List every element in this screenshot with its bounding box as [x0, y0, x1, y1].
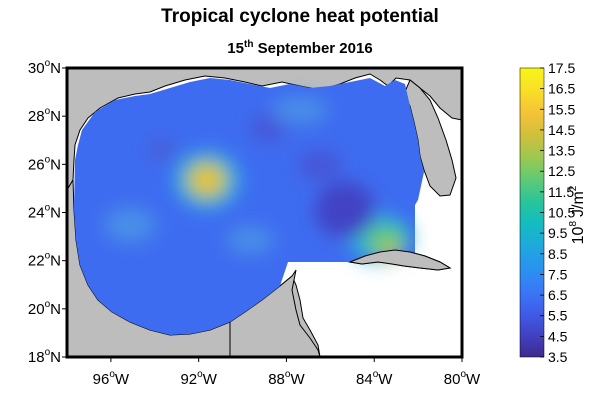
colorbar-tick-label: 8.5 — [548, 246, 568, 262]
lat-degree-symbol: o — [45, 106, 51, 117]
lon-label: 84oW — [356, 369, 393, 388]
lat-label: 22oN — [28, 251, 61, 270]
cuba-island — [348, 249, 452, 271]
lat-degree-symbol: o — [45, 347, 51, 358]
colorbar-tick-label: 7.5 — [548, 266, 568, 282]
colorbar-tick-label: 17.5 — [548, 60, 575, 76]
colorbar-label-exp1: 8 — [568, 221, 579, 227]
lat-value: 18 — [28, 349, 45, 366]
colorbar-tick-label: 13.5 — [548, 143, 575, 159]
lon-hemisphere: W — [203, 371, 218, 388]
lat-degree-symbol: o — [45, 299, 51, 310]
lon-degree-symbol: o — [285, 369, 291, 380]
lat-hemisphere: N — [50, 349, 61, 366]
longitude-axis: 96oW 92oW 88oW 84oW 80oW — [93, 357, 481, 388]
lat-degree-symbol: o — [45, 251, 51, 262]
chart-subtitle: 15th September 2016 — [0, 39, 600, 57]
lon-degree-symbol: o — [109, 369, 115, 380]
colorbar-label: 108 J/m2 — [568, 185, 587, 244]
subtitle-day: 15 — [227, 40, 244, 57]
lat-degree-symbol: o — [45, 203, 51, 214]
lat-hemisphere: N — [50, 156, 61, 173]
lat-label: 26oN — [28, 154, 61, 173]
lat-label: 20oN — [28, 299, 61, 318]
lat-label: 30oN — [28, 58, 61, 77]
lat-degree-symbol: o — [45, 58, 51, 69]
lon-value: 88 — [268, 371, 285, 388]
lon-hemisphere: W — [115, 371, 130, 388]
lon-degree-symbol: o — [373, 369, 379, 380]
chart-title: Tropical cyclone heat potential — [161, 6, 439, 27]
lon-hemisphere: W — [290, 371, 305, 388]
lat-value: 20 — [28, 301, 45, 318]
lat-hemisphere: N — [50, 253, 61, 270]
lon-value: 84 — [356, 371, 373, 388]
lat-hemisphere: N — [50, 60, 61, 77]
colorbar-label-exp2: 2 — [568, 185, 579, 191]
colorbar-tick-label: 11.5 — [548, 184, 574, 200]
lat-value: 22 — [28, 253, 45, 270]
lat-value: 26 — [28, 156, 45, 173]
subtitle-month-year: September 2016 — [257, 40, 373, 57]
lon-hemisphere: W — [378, 371, 393, 388]
lat-degree-symbol: o — [45, 154, 51, 165]
lat-label: 18oN — [28, 347, 61, 366]
colorbar-tick-label: 5.5 — [548, 308, 568, 324]
colorbar-tick-label: 10.5 — [548, 205, 575, 221]
lon-value: 92 — [180, 371, 197, 388]
lon-label: 80oW — [444, 369, 481, 388]
colorbar-tick-label: 16.5 — [548, 81, 575, 97]
lon-value: 80 — [444, 371, 461, 388]
map-panel — [67, 68, 462, 357]
colorbar-tick-label: 4.5 — [548, 328, 568, 344]
lat-hemisphere: N — [50, 301, 61, 318]
lat-label: 28oN — [28, 106, 61, 125]
lon-label: 88oW — [268, 369, 305, 388]
lon-degree-symbol: o — [460, 369, 466, 380]
lon-label: 92oW — [180, 369, 217, 388]
ocean-heat-field — [74, 78, 424, 335]
lon-hemisphere: W — [466, 371, 481, 388]
subtitle-day-suffix: th — [243, 39, 254, 50]
colorbar-tick-label: 14.5 — [548, 122, 575, 138]
lat-value: 24 — [28, 205, 45, 222]
lat-hemisphere: N — [50, 205, 61, 222]
lon-degree-symbol: o — [197, 369, 203, 380]
colorbar-label-unit: J/m — [570, 191, 587, 217]
lat-label: 24oN — [28, 203, 61, 222]
lat-value: 28 — [28, 108, 45, 125]
colorbar-tick-label: 12.5 — [548, 163, 575, 179]
colorbar-tick-label: 3.5 — [548, 349, 568, 365]
colorbar-tick-label: 15.5 — [548, 101, 575, 117]
lon-value: 96 — [93, 371, 110, 388]
lat-value: 30 — [28, 60, 45, 77]
colorbar-label-base: 10 — [570, 226, 587, 244]
lat-hemisphere: N — [50, 108, 61, 125]
colorbar-tick-label: 9.5 — [548, 225, 568, 241]
colorbar-tick-label: 6.5 — [548, 287, 568, 303]
lon-label: 96oW — [93, 369, 130, 388]
colorbar-ticks: 3.5 4.5 5.5 6.5 7.5 8.5 9.5 10.5 11.5 12.5 13.5 14.… — [540, 60, 575, 365]
